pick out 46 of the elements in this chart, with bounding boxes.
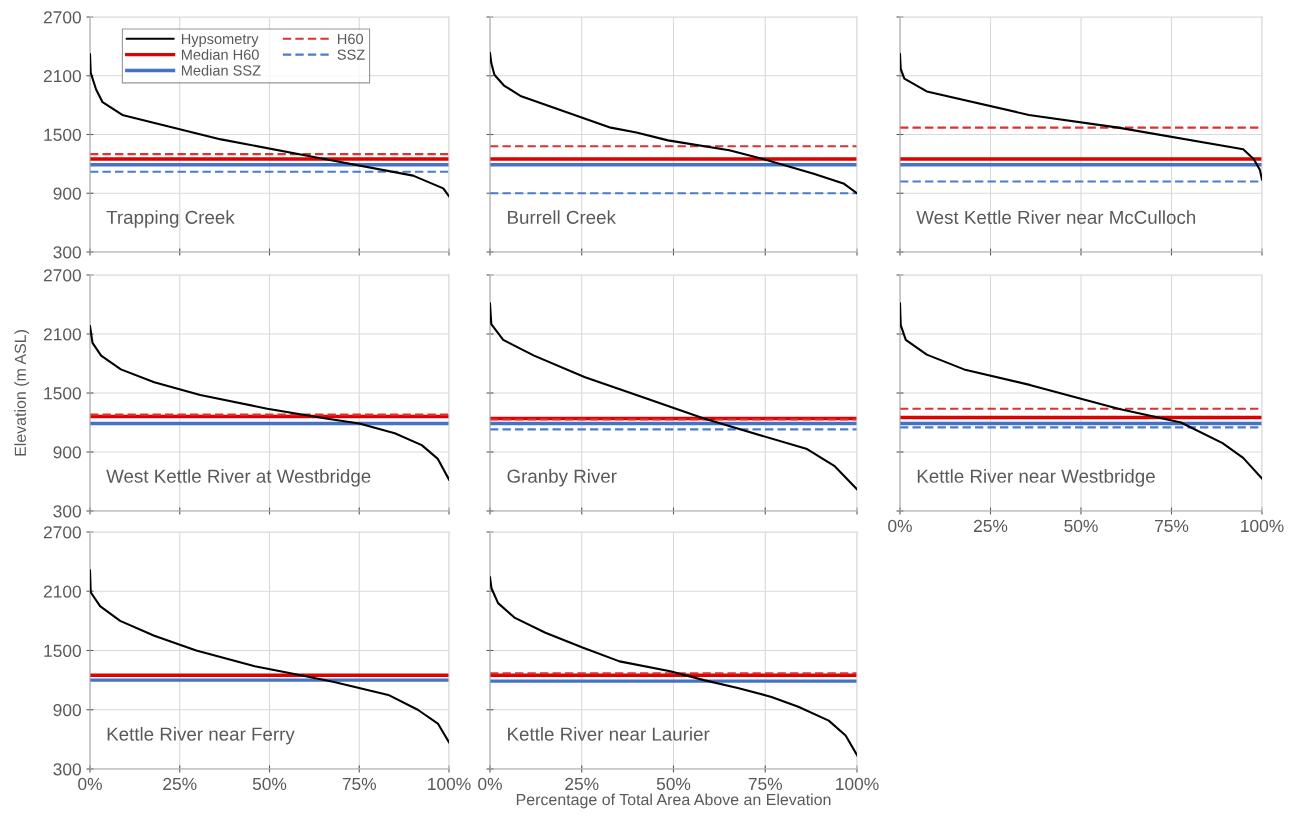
- text: Burrell Creek: [508, 210, 616, 224]
- y-tick-label: 900: [53, 703, 81, 717]
- y-tick-label: 1500: [44, 644, 81, 657]
- x-tick-label: 25%: [163, 777, 197, 791]
- text: West Kettle River at Westbridge: [106, 469, 371, 487]
- x-tick-label: 100%: [1241, 519, 1284, 533]
- x-tick-label: 75%: [342, 777, 377, 791]
- y-tick-label: 1500: [44, 128, 81, 141]
- x-tick-label: 50%: [656, 777, 691, 791]
- y-tick-label: 2100: [43, 69, 81, 83]
- x-tick-label: 75%: [748, 777, 783, 791]
- y-tick-label: 2700: [43, 526, 81, 539]
- x-axis-title: Percentage of Total Area Above an Elevation: [516, 793, 831, 809]
- text: Kettle River near Westbridge: [917, 469, 1155, 487]
- text: West Kettle River near McCulloch: [916, 210, 1196, 224]
- x-tick-label: 25%: [974, 519, 1008, 533]
- x-tick-label: 100%: [836, 777, 879, 791]
- y-tick-label: 300: [53, 763, 81, 776]
- y-tick-label: 2700: [43, 269, 81, 282]
- x-tick-label: 50%: [1064, 519, 1098, 533]
- y-tick-label: 1500: [44, 387, 81, 400]
- legend-label: Median H60: [181, 49, 259, 60]
- x-tick-label: 0%: [888, 519, 912, 533]
- x-tick-label: 50%: [252, 777, 287, 791]
- y-tick-label: 2100: [43, 585, 81, 598]
- x-tick-label: 0%: [78, 777, 102, 791]
- text: Kettle River near Laurier: [508, 726, 710, 741]
- legend-label: H60: [338, 33, 364, 45]
- x-tick-label: 0%: [478, 777, 502, 791]
- x-tick-label: 75%: [1155, 519, 1189, 533]
- y-tick-label: 900: [53, 446, 81, 459]
- y-tick-label: 300: [53, 246, 81, 259]
- y-tick-label: 2700: [43, 11, 81, 24]
- text: Granby River: [507, 469, 617, 487]
- legend-label: Median SSZ: [181, 64, 261, 76]
- x-tick-label: 25%: [565, 777, 599, 791]
- y-tick-label: 300: [53, 505, 81, 518]
- text: Kettle River near Ferry: [107, 726, 295, 745]
- y-tick-label: 2100: [43, 328, 81, 341]
- y-axis-title: Elevation (m ASL): [14, 330, 30, 456]
- line-series: [90, 569, 449, 744]
- legend-label: SSZ: [337, 49, 365, 60]
- text: Trapping Creek: [106, 210, 235, 228]
- legend-label: Hypsometry: [181, 33, 259, 47]
- x-tick-label: 100%: [428, 777, 471, 791]
- y-tick-label: 900: [53, 187, 81, 200]
